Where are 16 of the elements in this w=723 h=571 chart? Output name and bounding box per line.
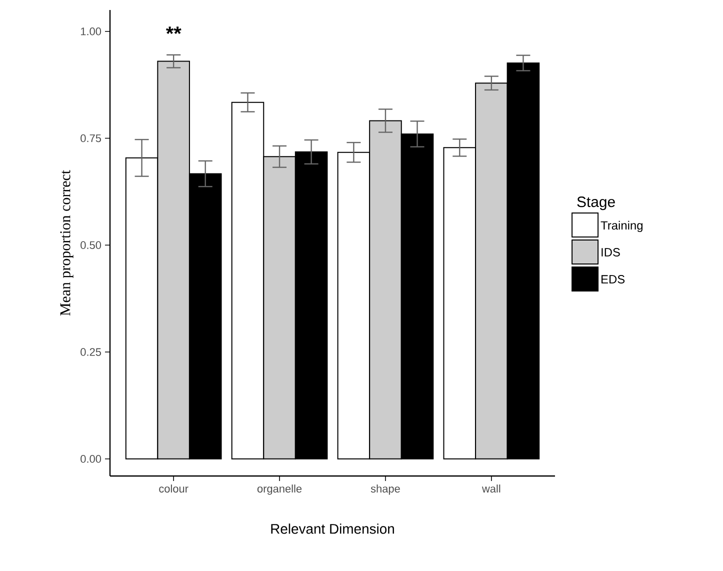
- x-tick-label: organelle: [257, 484, 302, 495]
- x-tick-label: shape: [370, 484, 400, 495]
- y-tick-label: 0.75: [80, 134, 102, 142]
- legend-label: IDS: [602, 248, 620, 256]
- y-axis-title: Mean proportion correct: [60, 170, 74, 316]
- legend-title: Stage: [577, 196, 615, 210]
- x-axis-title: Relevant Dimension: [271, 524, 394, 534]
- y-tick-label: 1.00: [80, 28, 102, 36]
- legend-label: Training: [600, 220, 642, 232]
- y-tick-label: 0.25: [80, 348, 102, 356]
- annotation: **: [166, 26, 182, 34]
- y-tick-label: 0.50: [80, 241, 102, 250]
- legend-label: EDS: [602, 275, 625, 284]
- x-tick-label: wall: [482, 484, 500, 493]
- x-tick-label: colour: [159, 484, 188, 493]
- y-tick-label: 0.00: [80, 455, 102, 463]
